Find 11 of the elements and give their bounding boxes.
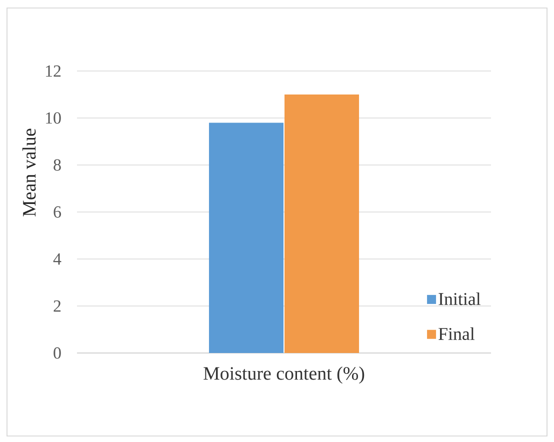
legend-label: Initial	[438, 292, 481, 306]
y-axis-title: Mean value	[22, 128, 36, 216]
x-tick-label: Moisture content (%)	[204, 366, 364, 384]
y-tick-label: 8	[54, 159, 61, 171]
y-tick-label: 10	[46, 112, 61, 124]
legend-label: Final	[438, 327, 475, 340]
y-tick-label: 0	[54, 347, 61, 359]
y-tick-label: 2	[54, 300, 61, 312]
y-tick-label: 12	[46, 65, 61, 77]
y-tick-label: 4	[53, 253, 62, 265]
y-tick-label: 6	[54, 206, 61, 218]
